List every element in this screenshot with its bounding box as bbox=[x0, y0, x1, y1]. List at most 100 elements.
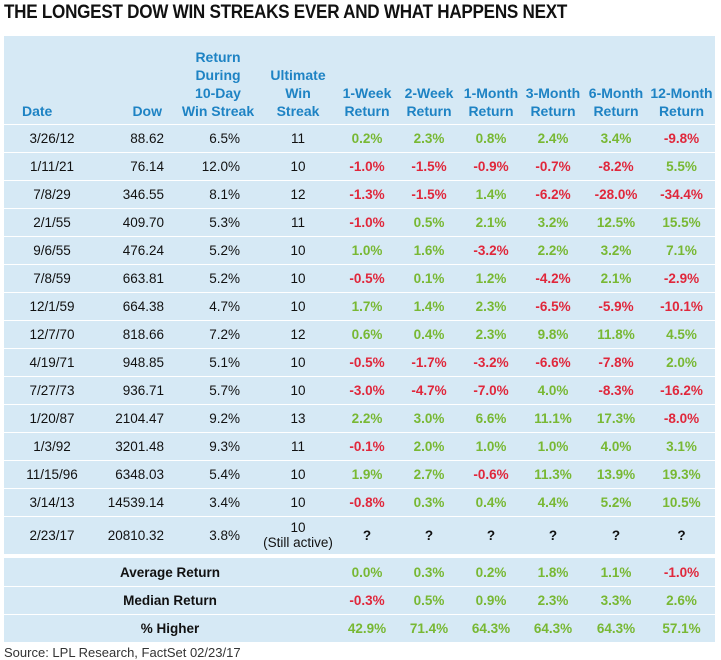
table-row: 9/6/55 476.24 5.2% 10 1.0% 1.6% -3.2% 2.2% 3.2% 7… bbox=[4, 235, 715, 264]
cell-ultimate: 10 bbox=[260, 263, 336, 292]
cell-2week-return: 0.1% bbox=[398, 263, 460, 292]
cell-streak-return: 4.7% bbox=[176, 291, 260, 320]
summary-row-pct-higher: % Higher 42.9% 71.4% 64.3% 64.3% 64.3% 57.1% bbox=[4, 614, 715, 642]
cell-date: 7/8/59 bbox=[4, 263, 100, 292]
cell-3month-return: 1.0% bbox=[522, 431, 584, 460]
source-note: Source: LPL Research, FactSet 02/23/17 bbox=[4, 645, 241, 660]
cell-date: 7/8/29 bbox=[4, 179, 100, 208]
cell-6month-return: 3.2% bbox=[584, 235, 648, 264]
cell-streak-return: 5.1% bbox=[176, 347, 260, 376]
cell-streak-return: 5.3% bbox=[176, 207, 260, 236]
header-1week: 1-Week Return bbox=[342, 84, 392, 119]
cell-dow: 818.66 bbox=[100, 319, 176, 348]
cell-2week-return: 0.5% bbox=[398, 207, 460, 236]
cell-3month-return: -6.5% bbox=[522, 291, 584, 320]
cell-6month-return: 1.1% bbox=[584, 554, 648, 587]
cell-1week-return: -0.8% bbox=[336, 487, 398, 516]
cell-date: 1/11/21 bbox=[4, 151, 100, 180]
summary-row-median: Median Return -0.3% 0.5% 0.9% 2.3% 3.3% 2.6% bbox=[4, 586, 715, 615]
cell-2week-return: 2.3% bbox=[398, 123, 460, 152]
cell-3month-return: -0.7% bbox=[522, 151, 584, 180]
cell-1month-return: 64.3% bbox=[460, 614, 522, 642]
cell-dow: 2104.47 bbox=[100, 403, 176, 432]
cell-1week-return: -3.0% bbox=[336, 375, 398, 404]
cell-3month-return: 4.4% bbox=[522, 487, 584, 516]
cell-6month-return: 3.4% bbox=[584, 123, 648, 152]
cell-1week-return: -1.0% bbox=[336, 151, 398, 180]
cell-streak-return: 7.2% bbox=[176, 319, 260, 348]
header-date: Date bbox=[22, 102, 53, 119]
cell-1month-return: 0.2% bbox=[460, 554, 522, 587]
table-row: 12/1/59 664.38 4.7% 10 1.7% 1.4% 2.3% -6.5% -5.9… bbox=[4, 291, 715, 320]
table-row: 3/14/13 14539.14 3.4% 10 -0.8% 0.3% 0.4% 4.4% 5.… bbox=[4, 487, 715, 516]
cell-1month-return: 1.2% bbox=[460, 263, 522, 292]
cell-ultimate: 12 bbox=[260, 179, 336, 208]
table-row: 7/8/29 346.55 8.1% 12 -1.3% -1.5% 1.4% -6.2% -28… bbox=[4, 179, 715, 208]
cell-1month-return: 1.4% bbox=[460, 179, 522, 208]
cell-1month-return: 6.6% bbox=[460, 403, 522, 432]
cell-ultimate: 12 bbox=[260, 319, 336, 348]
cell-2week-return: 1.6% bbox=[398, 235, 460, 264]
cell-1week-return: -0.5% bbox=[336, 263, 398, 292]
cell-ultimate: 10 bbox=[260, 375, 336, 404]
cell-date: 2/23/17 bbox=[4, 515, 100, 556]
cell-streak-return: 5.2% bbox=[176, 263, 260, 292]
cell-3month-return: 11.3% bbox=[522, 459, 584, 488]
cell-1month-return: ? bbox=[460, 515, 522, 556]
cell-12month-return: 2.0% bbox=[648, 347, 715, 376]
cell-1week-return: 0.6% bbox=[336, 319, 398, 348]
cell-date: 12/7/70 bbox=[4, 319, 100, 348]
cell-1week-return: 2.2% bbox=[336, 403, 398, 432]
table-row: 7/27/73 936.71 5.7% 10 -3.0% -4.7% -7.0% 4.0% -8… bbox=[4, 375, 715, 404]
cell-6month-return: 4.0% bbox=[584, 431, 648, 460]
cell-1month-return: 2.3% bbox=[460, 291, 522, 320]
cell-2week-return: 2.7% bbox=[398, 459, 460, 488]
cell-streak-return: 12.0% bbox=[176, 151, 260, 180]
cell-date: 1/3/92 bbox=[4, 431, 100, 460]
cell-dow: 409.70 bbox=[100, 207, 176, 236]
cell-12month-return: 19.3% bbox=[648, 459, 715, 488]
table-row: 1/20/87 2104.47 9.2% 13 2.2% 3.0% 6.6% 11.1% 17.… bbox=[4, 403, 715, 432]
cell-date: 3/26/12 bbox=[4, 123, 100, 152]
cell-1month-return: 2.3% bbox=[460, 319, 522, 348]
cell-ultimate: 10 bbox=[260, 459, 336, 488]
table-row: 7/8/59 663.81 5.2% 10 -0.5% 0.1% 1.2% -4.2% 2.1%… bbox=[4, 263, 715, 292]
cell-1month-return: -0.6% bbox=[460, 459, 522, 488]
cell-6month-return: 2.1% bbox=[584, 263, 648, 292]
cell-ultimate: 10 bbox=[260, 347, 336, 376]
table-row: 2/1/55 409.70 5.3% 11 -1.0% 0.5% 2.1% 3.2% 12.5%… bbox=[4, 207, 715, 236]
cell-12month-return: 57.1% bbox=[648, 614, 715, 642]
cell-1week-return: 42.9% bbox=[336, 614, 398, 642]
cell-1month-return: -3.2% bbox=[460, 235, 522, 264]
table-row: 12/7/70 818.66 7.2% 12 0.6% 0.4% 2.3% 9.8% 11.8%… bbox=[4, 319, 715, 348]
cell-6month-return: -5.9% bbox=[584, 291, 648, 320]
cell-1month-return: 0.8% bbox=[460, 123, 522, 152]
cell-1month-return: 1.0% bbox=[460, 431, 522, 460]
cell-ultimate: 11 bbox=[260, 431, 336, 460]
table-row: 1/3/92 3201.48 9.3% 11 -0.1% 2.0% 1.0% 1.0% 4.0%… bbox=[4, 431, 715, 460]
cell-1week-return: 1.0% bbox=[336, 235, 398, 264]
cell-12month-return: -16.2% bbox=[648, 375, 715, 404]
cell-12month-return: 15.5% bbox=[648, 207, 715, 236]
cell-ultimate: 10 bbox=[260, 151, 336, 180]
table-row: 4/19/71 948.85 5.1% 10 -0.5% -1.7% -3.2% -6.6% -… bbox=[4, 347, 715, 376]
cell-streak-return: 6.5% bbox=[176, 123, 260, 152]
cell-2week-return: -1.7% bbox=[398, 347, 460, 376]
table-row: 11/15/96 6348.03 5.4% 10 1.9% 2.7% -0.6% 11.3% 1… bbox=[4, 459, 715, 488]
cell-6month-return: -7.8% bbox=[584, 347, 648, 376]
cell-3month-return: 64.3% bbox=[522, 614, 584, 642]
cell-3month-return: -6.2% bbox=[522, 179, 584, 208]
cell-1week-return: -1.3% bbox=[336, 179, 398, 208]
cell-date: 3/14/13 bbox=[4, 487, 100, 516]
cell-1week-return: 1.7% bbox=[336, 291, 398, 320]
cell-6month-return: 64.3% bbox=[584, 614, 648, 642]
cell-dow: 664.38 bbox=[100, 291, 176, 320]
cell-streak-return: 5.7% bbox=[176, 375, 260, 404]
cell-1month-return: -3.2% bbox=[460, 347, 522, 376]
cell-3month-return: 11.1% bbox=[522, 403, 584, 432]
cell-dow: 20810.32 bbox=[100, 515, 176, 556]
cell-2week-return: 0.5% bbox=[398, 586, 460, 615]
cell-6month-return: 12.5% bbox=[584, 207, 648, 236]
summary-label: % Higher bbox=[4, 614, 336, 642]
cell-streak-return: 9.3% bbox=[176, 431, 260, 460]
